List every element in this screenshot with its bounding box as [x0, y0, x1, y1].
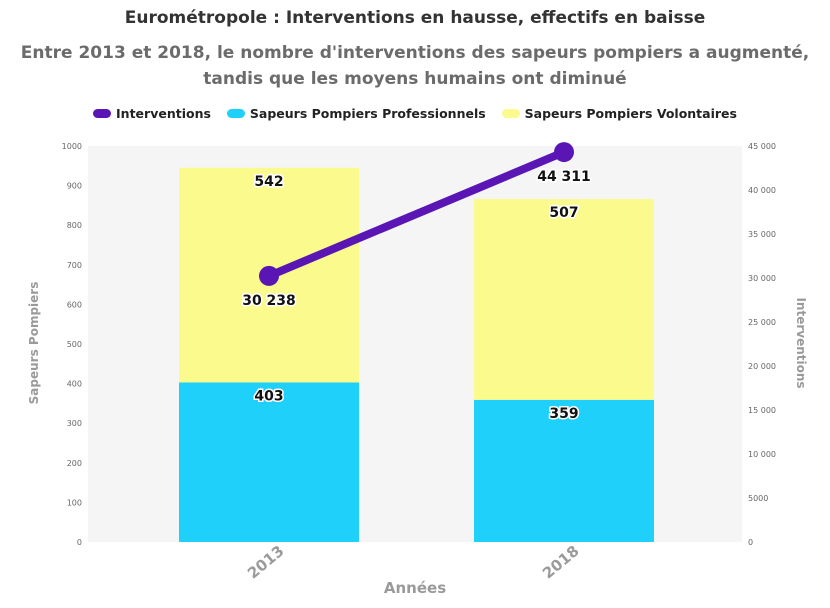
bar-volontaires: [474, 199, 654, 400]
x-axis-title: Années: [384, 579, 446, 597]
y2-tick-label: 35 000: [748, 230, 776, 239]
y2-tick-label: 10 000: [748, 450, 776, 459]
y-tick-label: 500: [67, 340, 82, 349]
category-labels: 2013 2018: [244, 542, 583, 583]
legend-item-professionnels[interactable]: Sapeurs Pompiers Professionnels: [226, 106, 486, 121]
y-tick-label: 800: [67, 221, 82, 230]
legend-item-interventions[interactable]: Interventions: [93, 106, 211, 121]
bar-professionnels: [179, 382, 359, 542]
x-tick-label: 2018: [539, 542, 583, 583]
line-layer: [259, 142, 574, 286]
legend-swatch-volontaires: [501, 109, 520, 118]
legend-item-volontaires[interactable]: Sapeurs Pompiers Volontaires: [501, 106, 737, 121]
y-tick-label: 400: [67, 380, 82, 389]
left-axis-ticks: 0 100 200 300 400 500 600 700 800 900 1000: [62, 142, 82, 547]
y2-tick-label: 5000: [748, 494, 768, 503]
y2-axis-title: Interventions: [794, 297, 808, 388]
legend-label-professionnels: Sapeurs Pompiers Professionnels: [249, 106, 486, 121]
right-axis-ticks: 0 5000 10 000 15 000 20 000 25 000 30 000 35 00…: [748, 142, 776, 547]
y2-tick-label: 30 000: [748, 274, 776, 283]
y-tick-label: 300: [67, 419, 82, 428]
y-tick-label: 900: [67, 182, 82, 191]
y-tick-label: 1000: [62, 142, 82, 151]
data-label-interventions: 44 311: [537, 169, 591, 185]
data-label-volontaires: 507: [549, 205, 578, 221]
y-tick-label: 600: [67, 300, 82, 309]
y2-tick-label: 40 000: [748, 186, 776, 195]
chart-title: Eurométropole : Interventions en hausse,…: [124, 8, 706, 28]
y2-tick-label: 20 000: [748, 362, 776, 371]
y-tick-label: 700: [67, 261, 82, 270]
chart-subtitle: Entre 2013 et 2018, le nombre d'interven…: [20, 43, 810, 89]
data-label-professionnels: 359: [549, 406, 578, 422]
legend-swatch-professionnels: [226, 109, 245, 118]
y2-tick-label: 15 000: [748, 406, 776, 415]
chart-legend: Interventions Sapeurs Pompiers Professio…: [0, 106, 830, 121]
bar-professionnels: [474, 399, 654, 542]
y-axis-title: Sapeurs Pompiers: [27, 282, 41, 405]
bars-layer: [179, 167, 654, 542]
interventions-line: [265, 148, 568, 280]
legend-swatch-interventions: [93, 109, 112, 118]
y2-tick-label: 25 000: [748, 318, 776, 327]
y-tick-label: 200: [67, 459, 82, 468]
interventions-point: [554, 142, 574, 163]
x-tick-label: 2013: [244, 542, 288, 583]
y2-tick-label: 45 000: [748, 142, 776, 151]
data-labels-layer: 403 542 359 507 30 238 44 311: [241, 168, 593, 424]
interventions-point: [259, 265, 279, 286]
y-tick-label: 100: [67, 498, 82, 507]
legend-label-volontaires: Sapeurs Pompiers Volontaires: [524, 106, 737, 121]
data-label-interventions: 30 238: [242, 293, 296, 309]
data-label-professionnels: 403: [254, 388, 283, 404]
data-label-volontaires: 542: [254, 174, 283, 190]
legend-label-interventions: Interventions: [116, 106, 211, 121]
y-tick-label: 0: [77, 538, 82, 547]
y2-tick-label: 0: [748, 538, 753, 547]
